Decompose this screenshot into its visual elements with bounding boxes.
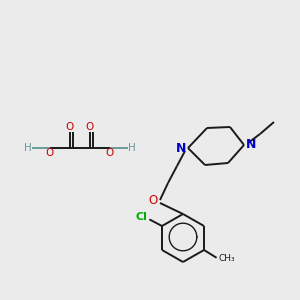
Text: N: N [176, 142, 186, 155]
Text: O: O [106, 148, 114, 158]
Text: H: H [24, 143, 32, 153]
Text: Cl: Cl [136, 212, 147, 222]
Text: CH₃: CH₃ [218, 254, 235, 263]
Text: O: O [46, 148, 54, 158]
Text: H: H [128, 143, 136, 153]
Text: O: O [66, 122, 74, 132]
Text: O: O [148, 194, 158, 206]
Text: O: O [86, 122, 94, 132]
Text: N: N [246, 139, 256, 152]
